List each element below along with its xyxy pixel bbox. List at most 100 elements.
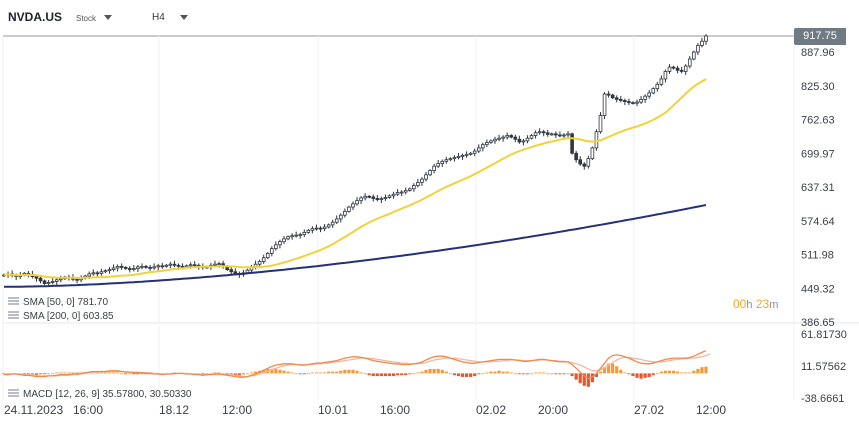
candle-body xyxy=(355,200,359,205)
candle-body xyxy=(610,94,615,99)
legend-macd[interactable]: MACD [12, 26, 9] 35.57800, 30.50330 xyxy=(8,389,191,400)
symbol-dropdown-icon[interactable] xyxy=(104,15,112,20)
timeframe-dropdown-icon[interactable] xyxy=(180,15,188,20)
macd-histogram-bar xyxy=(327,371,331,374)
macd-histogram-bar xyxy=(692,370,696,374)
grid-lines xyxy=(2,30,859,400)
macd-histogram-bar xyxy=(477,373,481,375)
candle-body xyxy=(359,197,363,202)
macd-histogram-bar xyxy=(282,370,286,374)
candle-body xyxy=(375,198,380,200)
candle-body xyxy=(184,265,189,268)
candle-body xyxy=(379,198,384,200)
macd-histogram-bar xyxy=(116,372,120,374)
macd-histogram-bar xyxy=(201,373,205,375)
last-price-tag: 917.75 xyxy=(794,28,846,45)
macd-histogram-bar xyxy=(367,373,371,376)
macd-histogram-bar xyxy=(75,372,79,374)
macd-histogram-bar xyxy=(95,372,99,374)
candle-body xyxy=(334,218,339,223)
macd-histogram-bar xyxy=(229,373,233,375)
macd-histogram-bar xyxy=(639,373,643,379)
macd-histogram-bar xyxy=(111,372,116,374)
macd-histogram-bar xyxy=(582,373,586,386)
macd-histogram-bar xyxy=(107,372,112,374)
macd-histogram-bar xyxy=(359,372,363,374)
candle-body xyxy=(578,159,583,165)
macd-histogram-bar xyxy=(688,372,692,374)
candle-body xyxy=(554,133,558,136)
macd-histogram-bar xyxy=(700,367,704,374)
macd-histogram-bar xyxy=(631,373,635,377)
countdown-minutes: 23 xyxy=(755,297,770,311)
candle-body xyxy=(144,265,148,268)
macd-histogram-bar xyxy=(627,373,631,375)
timeframe-selector[interactable]: H4 xyxy=(152,12,165,23)
macd-histogram-bar xyxy=(387,373,392,377)
macd-histogram-bar xyxy=(253,371,258,374)
macd-histogram-bar xyxy=(249,372,254,374)
candle-body xyxy=(46,282,51,284)
macd-histogram-bar xyxy=(440,369,444,374)
macd-histogram-bar xyxy=(205,373,209,375)
candle-body xyxy=(318,227,323,230)
x-tick-label: 10.01 xyxy=(318,403,348,417)
macd-histogram-bar xyxy=(274,368,278,374)
macd-histogram-bar xyxy=(647,373,651,377)
macd-params-label: MACD [12, 26, 9] xyxy=(23,389,100,400)
candle-body xyxy=(34,276,39,279)
candle-body xyxy=(310,228,315,231)
macd-histogram-bar xyxy=(586,373,590,387)
macd-histogram-bar xyxy=(59,372,63,374)
macd-histogram-bar xyxy=(485,372,489,374)
candle-body xyxy=(107,269,112,272)
candle-body xyxy=(440,160,445,164)
candle-body xyxy=(123,267,128,269)
visibility-icon[interactable] xyxy=(8,297,19,306)
sma200-line xyxy=(4,204,707,288)
macd-histogram-bar xyxy=(529,373,534,375)
instrument-type-label: Stock xyxy=(76,14,97,23)
macd-histogram-bar xyxy=(396,373,400,376)
candle-body xyxy=(602,93,607,116)
candle-body xyxy=(42,280,47,284)
macd-histogram-bar xyxy=(448,373,452,375)
candle-body xyxy=(160,265,165,268)
macd-histogram-bar xyxy=(331,371,335,374)
visibility-icon[interactable] xyxy=(8,311,19,320)
macd-histogram-bar xyxy=(517,373,521,375)
candle-body xyxy=(472,150,477,154)
sma50-line xyxy=(3,78,707,279)
candle-body xyxy=(704,35,708,42)
candle-body xyxy=(517,138,522,143)
macd-panel xyxy=(2,350,711,387)
candle-body xyxy=(322,226,327,230)
macd-histogram-bar xyxy=(598,371,603,374)
price-tick-label: 386.65 xyxy=(801,317,835,329)
macd-histogram-bar xyxy=(436,368,440,374)
macd-line xyxy=(4,350,707,380)
candle-body xyxy=(395,192,400,195)
macd-histogram-bar xyxy=(221,373,225,375)
candle-body xyxy=(156,265,160,268)
visibility-icon[interactable] xyxy=(8,389,19,398)
candle-body xyxy=(75,278,79,281)
macd-histogram-bar xyxy=(404,373,408,376)
candle-body xyxy=(529,135,534,139)
macd-histogram-bar xyxy=(558,373,562,375)
macd-histogram-bar xyxy=(416,372,420,374)
symbol-label[interactable]: NVDA.US xyxy=(8,10,63,24)
macd-histogram-bar xyxy=(554,373,558,375)
legend-sma50[interactable]: SMA [50, 0] 781.70 xyxy=(8,297,108,308)
candle-body xyxy=(452,157,457,160)
price-tick-label: 574.64 xyxy=(801,216,835,228)
candle-body xyxy=(493,138,497,142)
candle-body xyxy=(176,264,181,267)
legend-sma200[interactable]: SMA [200, 0] 603.85 xyxy=(8,311,114,322)
macd-histogram-bar xyxy=(241,373,246,375)
macd-histogram-bar xyxy=(611,363,615,374)
macd-histogram-bar xyxy=(262,369,266,374)
countdown-hours-unit: h xyxy=(746,299,753,311)
candle-body xyxy=(679,69,684,72)
